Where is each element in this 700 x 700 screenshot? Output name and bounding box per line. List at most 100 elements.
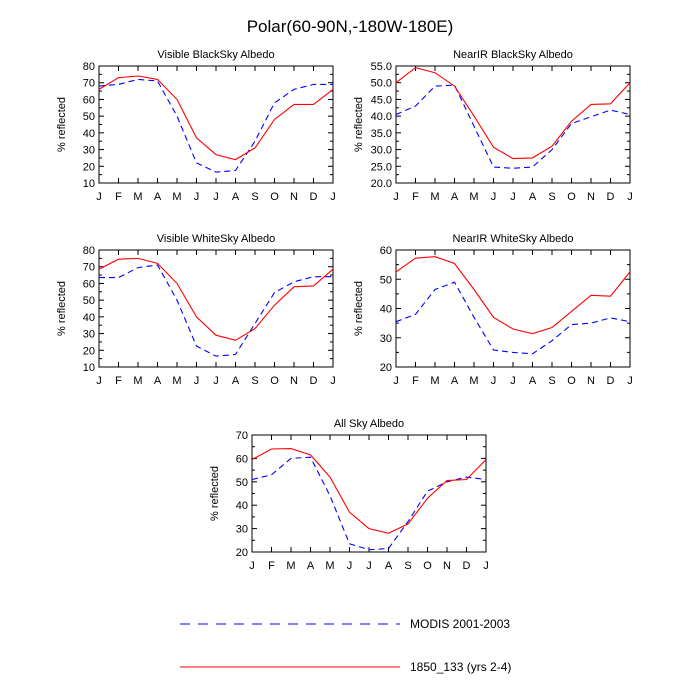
y-tick-label: 60 [380, 245, 392, 257]
y-tick-label: 40 [236, 500, 248, 512]
x-tick-label: D [463, 560, 471, 572]
y-tick-label: 50.0 [371, 78, 392, 90]
plot-frame [251, 434, 487, 553]
panel-title: NearIR BlackSky Albedo [453, 49, 573, 61]
panel-title: NearIR WhiteSky Albedo [452, 233, 573, 245]
y-tick-label: 10 [83, 178, 95, 190]
panel-nearir-blacksky: NearIR BlackSky Albedo 20.0 25.0 30.0 35.0 40… [353, 49, 633, 203]
x-tick-label: J [213, 375, 219, 387]
series-modis-line [251, 456, 487, 551]
series-model-line [98, 257, 334, 341]
x-tick-label: A [154, 375, 162, 387]
x-tick-label: S [251, 191, 258, 203]
x-tick-label: M [286, 560, 295, 572]
x-tick-label: J [194, 191, 200, 203]
x-tick-label: O [270, 191, 279, 203]
y-tick-label: 60 [83, 278, 95, 290]
y-tick-label: 50 [236, 477, 248, 489]
x-tick-label: M [133, 375, 142, 387]
x-tick-label: J [96, 375, 102, 387]
y-tick-label: 70 [83, 262, 95, 274]
series-model-line [98, 75, 334, 161]
y-tick-label: 70 [236, 430, 248, 442]
y-tick-label: 40 [380, 304, 392, 316]
x-tick-label: D [310, 375, 318, 387]
x-tick-label: O [423, 560, 432, 572]
x-tick-label: A [307, 560, 315, 572]
panel-title: Visible BlackSky Albedo [157, 49, 274, 61]
y-tick-label: 20 [380, 362, 392, 374]
y-axis-label: % reflected [353, 97, 365, 152]
x-tick-label: A [232, 375, 240, 387]
x-tick-label: J [510, 191, 516, 203]
x-tick-label: O [567, 191, 576, 203]
panel-visible-blacksky: Visible BlackSky Albedo 10 20 30 40 50 60 70 80 J… [56, 49, 336, 203]
x-tick-label: A [385, 560, 393, 572]
y-tick-label: 20 [236, 547, 248, 559]
y-tick-label: 40 [83, 312, 95, 324]
x-tick-label: S [548, 191, 555, 203]
y-tick-label: 35.0 [371, 128, 392, 140]
x-tick-label: J [393, 191, 399, 203]
x-tick-label: N [443, 560, 451, 572]
x-tick-label: J [510, 375, 516, 387]
series-modis-line [395, 281, 631, 355]
x-tick-label: F [412, 375, 419, 387]
x-tick-label: D [310, 191, 318, 203]
x-tick-label: D [607, 375, 615, 387]
x-tick-label: S [548, 375, 555, 387]
x-tick-label: N [587, 375, 595, 387]
y-tick-label: 30 [83, 145, 95, 157]
x-tick-label: J [491, 191, 497, 203]
y-tick-label: 55.0 [371, 61, 392, 73]
legend-label-model: 1850_133 (yrs 2-4) [410, 660, 511, 674]
y-tick-label: 20 [83, 345, 95, 357]
x-tick-label: D [607, 191, 615, 203]
x-tick-label: N [290, 375, 298, 387]
panel-visible-whitesky: Visible WhiteSky Albedo 10 20 30 40 50 60 70 80 J… [56, 233, 336, 387]
x-tick-label: M [133, 191, 142, 203]
x-tick-label: F [115, 191, 122, 203]
x-tick-label: F [412, 191, 419, 203]
plot-frame [98, 65, 334, 184]
series-model-line [395, 67, 631, 160]
y-tick-label: 50 [83, 111, 95, 123]
y-tick-label: 70 [83, 78, 95, 90]
y-tick-label: 40 [83, 128, 95, 140]
y-tick-label: 40.0 [371, 111, 392, 123]
y-tick-label: 20.0 [371, 178, 392, 190]
y-axis-label: % reflected [209, 466, 221, 521]
plot-frame [395, 65, 631, 184]
plot-frame [98, 249, 334, 368]
series-modis-line [99, 264, 333, 357]
x-tick-label: J [491, 375, 497, 387]
x-tick-label: J [194, 375, 200, 387]
y-tick-label: 45.0 [371, 94, 392, 106]
series-model-line [251, 448, 487, 534]
x-tick-label: N [290, 191, 298, 203]
x-tick-label: A [529, 375, 537, 387]
plot-frame [395, 249, 631, 368]
x-tick-label: J [347, 560, 353, 572]
y-tick-label: 60 [236, 453, 248, 465]
series-modis-line [395, 84, 631, 169]
x-tick-label: N [587, 191, 595, 203]
y-tick-label: 50 [83, 295, 95, 307]
panel-title: Visible WhiteSky Albedo [157, 233, 275, 245]
x-tick-label: M [469, 375, 478, 387]
y-tick-label: 80 [83, 61, 95, 73]
x-tick-label: J [393, 375, 399, 387]
x-tick-label: M [430, 191, 439, 203]
x-tick-label: J [96, 191, 102, 203]
x-tick-label: F [268, 560, 275, 572]
x-tick-label: M [172, 191, 181, 203]
x-tick-label: J [249, 560, 255, 572]
y-tick-label: 30.0 [371, 145, 392, 157]
y-tick-label: 60 [83, 94, 95, 106]
y-axis-label: % reflected [56, 97, 68, 152]
x-tick-label: M [172, 375, 181, 387]
y-tick-label: 30 [83, 329, 95, 341]
